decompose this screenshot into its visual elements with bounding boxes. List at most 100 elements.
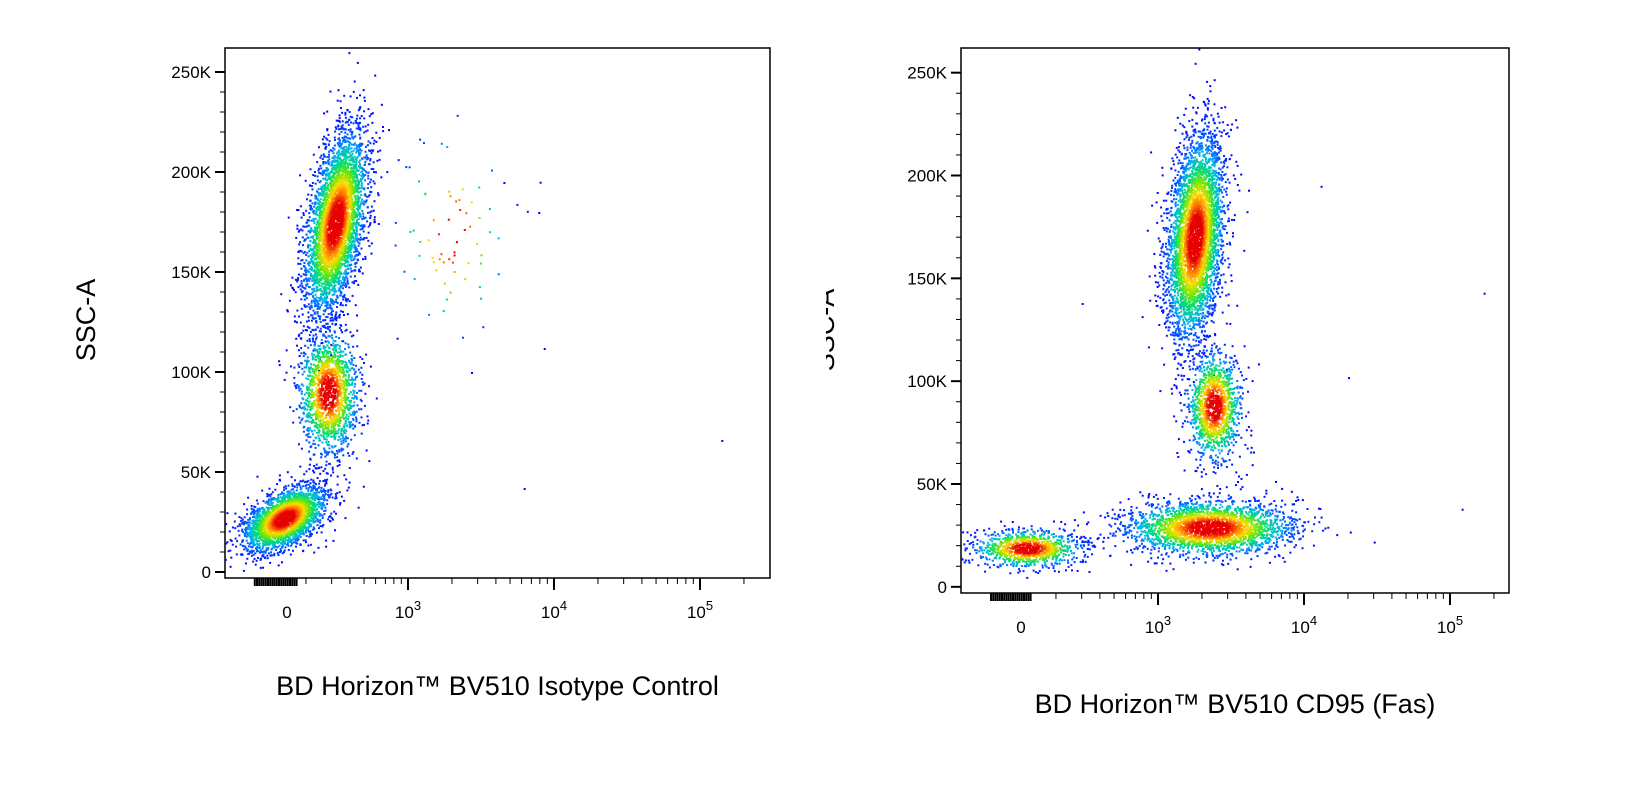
data-point: [338, 287, 341, 290]
data-point: [322, 524, 325, 526]
data-point: [256, 508, 259, 511]
data-point: [369, 217, 372, 219]
data-point: [300, 520, 303, 523]
data-point: [322, 286, 325, 289]
data-point: [361, 272, 364, 275]
data-point: [300, 267, 303, 270]
data-point: [329, 268, 332, 271]
data-point: [359, 159, 362, 162]
data-point: [331, 356, 334, 359]
data-point: [288, 496, 291, 499]
data-point: [353, 210, 356, 213]
data-point: [346, 238, 349, 241]
data-point: [268, 512, 271, 515]
data-point: [331, 431, 334, 434]
data-point: [317, 353, 320, 356]
data-point: [336, 99, 339, 102]
data-point: [309, 244, 312, 247]
data-point: [288, 299, 291, 302]
data-point: [369, 181, 372, 184]
data-point: [356, 227, 358, 230]
data-point: [358, 161, 361, 164]
data-point: [256, 542, 259, 545]
data-point: [356, 219, 359, 221]
data-point: [268, 552, 270, 555]
data-point: [342, 436, 344, 439]
data-point: [269, 495, 272, 498]
data-point: [331, 298, 334, 301]
data-point: [344, 329, 347, 332]
data-point: [349, 137, 352, 140]
data-point: [327, 360, 330, 363]
data-point: [299, 284, 302, 287]
data-point: [348, 52, 351, 55]
data-point: [259, 535, 262, 537]
data-point: [299, 501, 301, 504]
data-point: [326, 267, 329, 270]
data-point: [317, 219, 320, 222]
data-point: [351, 163, 354, 166]
data-point: [369, 142, 372, 145]
data-point: [319, 258, 322, 261]
data-point: [315, 226, 318, 229]
data-point: [282, 500, 285, 502]
data-point: [274, 498, 277, 501]
data-point: [338, 345, 341, 348]
data-point: [336, 316, 339, 319]
data-point: [363, 164, 366, 166]
data-point: [367, 108, 370, 111]
data-point: [373, 171, 375, 173]
data-point: [350, 354, 353, 357]
data-point: [294, 278, 297, 281]
data-point: [313, 376, 316, 379]
data-point: [296, 278, 299, 281]
data-point: [301, 518, 304, 521]
data-point: [341, 264, 343, 267]
data-point: [309, 277, 312, 280]
data-point: [314, 240, 317, 243]
data-point: [304, 481, 306, 484]
data-point: [252, 553, 255, 556]
data-point: [303, 517, 306, 519]
data-point: [357, 218, 360, 220]
data-point: [311, 202, 314, 205]
data-point: [312, 442, 315, 445]
data-point: [328, 430, 331, 433]
data-point: [367, 183, 370, 186]
data-point: [239, 553, 242, 556]
data-point: [339, 162, 342, 165]
data-point: [294, 533, 297, 536]
data-point: [276, 535, 279, 538]
data-point: [352, 171, 355, 174]
data-point: [317, 252, 320, 255]
data-point: [319, 489, 322, 492]
data-point: [348, 119, 351, 121]
data-point: [356, 177, 359, 180]
data-point: [293, 541, 295, 544]
data-point: [316, 326, 319, 329]
data-point: [293, 366, 296, 369]
data-point: [317, 357, 320, 360]
data-point: [313, 300, 316, 302]
data-point: [310, 236, 313, 239]
data-point: [277, 504, 280, 507]
data-point: [343, 94, 346, 97]
data-point: [318, 262, 321, 265]
data-point: [352, 143, 355, 146]
data-point: [359, 129, 362, 132]
data-point: [388, 129, 390, 132]
data-point: [286, 309, 289, 312]
data-point: [287, 539, 289, 542]
data-point: [305, 271, 307, 274]
data-point: [340, 125, 343, 128]
data-point: [309, 485, 311, 488]
data-point: [321, 204, 324, 207]
data-point: [308, 426, 311, 429]
data-point: [293, 376, 296, 379]
data-point: [316, 350, 319, 353]
data-point: [343, 245, 346, 248]
data-point: [306, 198, 308, 201]
data-point: [346, 281, 349, 283]
data-point: [336, 156, 338, 159]
data-point: [365, 154, 368, 157]
